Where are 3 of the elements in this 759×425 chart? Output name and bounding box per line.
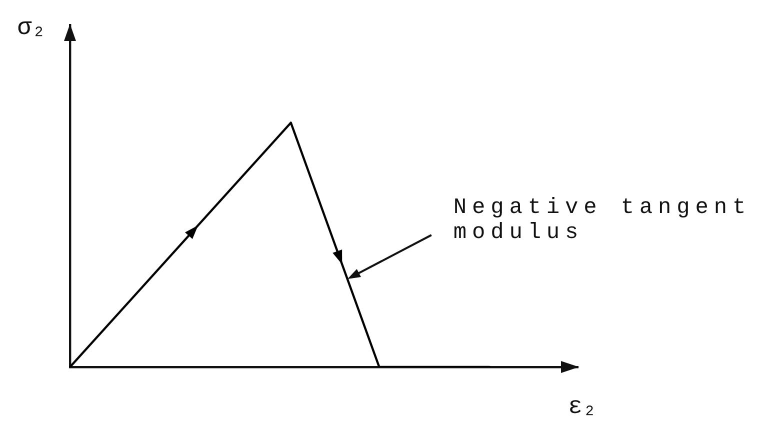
annotation: Negative tangent modulus [453,195,752,246]
x-axis-title: ε₂ [568,394,597,421]
y-axis-title: σ₂ [17,15,46,42]
